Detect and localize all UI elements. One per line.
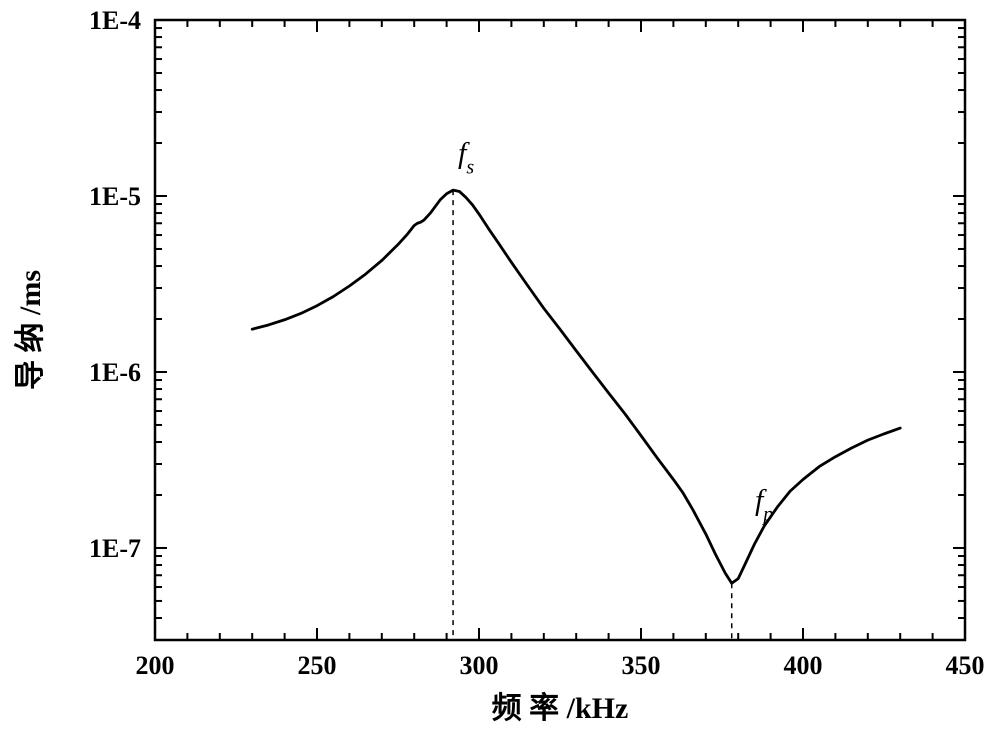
x-tick-label: 300: [460, 651, 499, 680]
x-tick-label: 450: [946, 651, 985, 680]
admittance-chart: 200 250 300 350 400 450 1E-7 1E-6 1E-5 1E-4 频 率 /k…: [0, 0, 1000, 740]
x-tick-label: 350: [622, 651, 661, 680]
y-axis-label: 导 纳 /ms: [14, 270, 47, 390]
y-tick-label: 1E-7: [89, 534, 141, 563]
x-tick-label: 400: [784, 651, 823, 680]
y-tick-label: 1E-4: [89, 6, 141, 35]
x-axis-label: 频 率 /kHz: [492, 692, 629, 725]
y-tick-label: 1E-6: [89, 358, 141, 387]
x-tick-label: 200: [136, 651, 175, 680]
x-tick-label: 250: [298, 651, 337, 680]
y-tick-label: 1E-5: [89, 182, 141, 211]
